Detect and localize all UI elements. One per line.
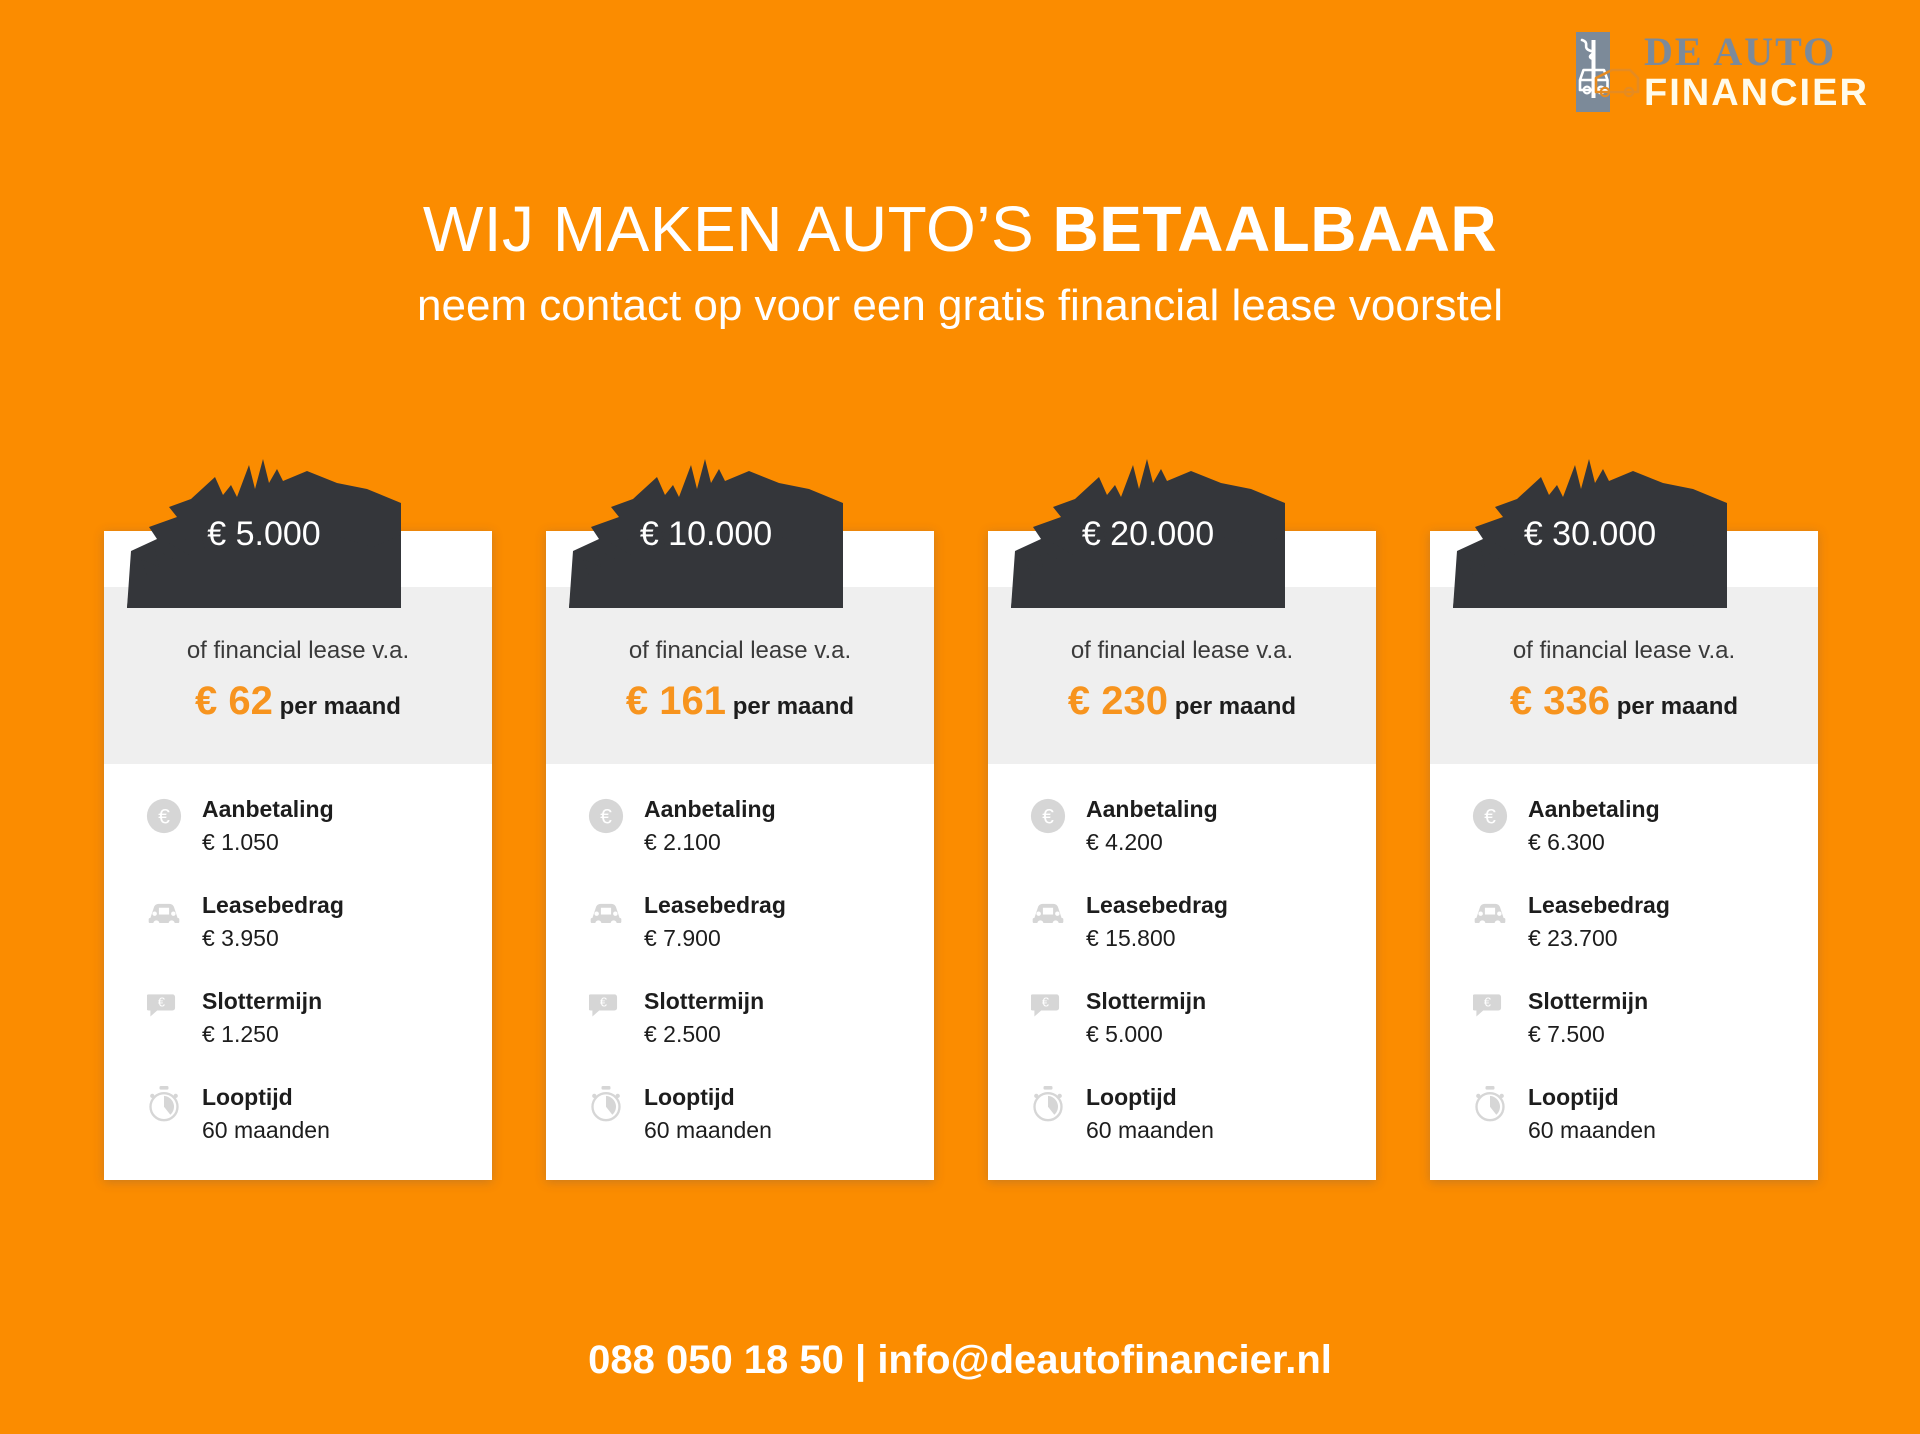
svg-text:€: € (600, 994, 607, 1009)
svg-text:€: € (1042, 806, 1054, 829)
svg-text:€: € (1484, 994, 1491, 1009)
svg-text:€: € (1042, 994, 1049, 1009)
svg-text:€: € (600, 806, 612, 829)
svg-text:€: € (158, 806, 170, 829)
svg-text:€: € (1484, 806, 1496, 829)
svg-text:€: € (158, 994, 165, 1009)
